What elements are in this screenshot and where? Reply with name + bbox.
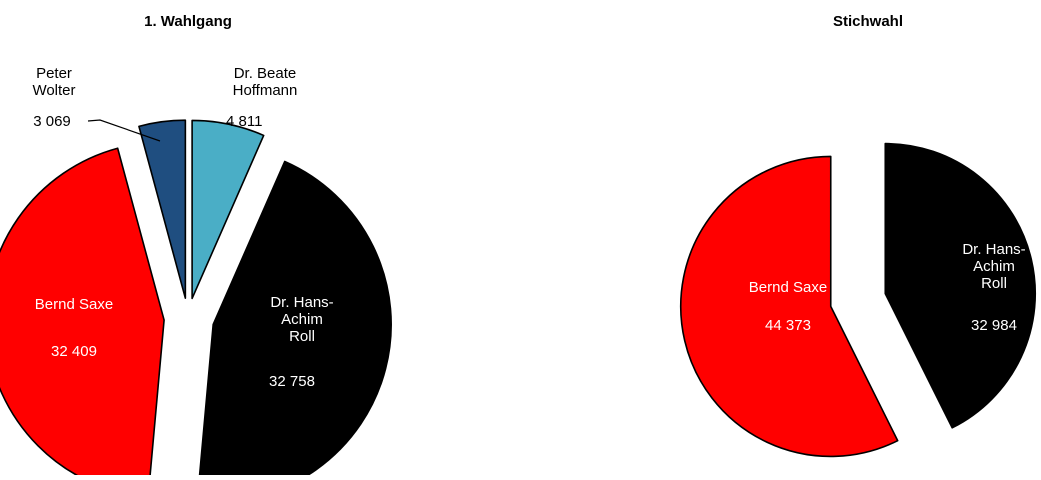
slice-label-line: Roll (289, 328, 315, 345)
pie-slice-dr-beate-hoffmann (191, 119, 265, 300)
slice-label-dr-hans-achim-roll: Dr. Hans-Achim Roll (962, 241, 1025, 292)
slice-label-line: Achim (973, 258, 1015, 275)
slice-label-line: Dr. Hans- (962, 241, 1025, 258)
slice-label-line: Peter (36, 65, 72, 82)
leader-line-peter-wolter (87, 119, 161, 142)
slice-label-peter-wolter: Peter Wolter (32, 65, 75, 99)
slice-label-dr-beate-hoffmann: Dr. Beate Hoffmann (233, 65, 298, 99)
chart-title-1-wahlgang: 1. Wahlgang (144, 13, 232, 30)
slice-value-dr-hans-achim-roll: 32 758 (269, 373, 315, 390)
pie-slice-bernd-saxe (679, 155, 899, 458)
slice-value-dr-hans-achim-roll: 32 984 (971, 317, 1017, 334)
pie-slice-dr-hans-achim-roll (884, 142, 1036, 429)
slice-label-line: Bernd Saxe (749, 279, 827, 296)
pie-slice-peter-wolter (138, 119, 187, 299)
slice-label-line: Achim (281, 311, 323, 328)
slice-label-line: Roll (981, 275, 1007, 292)
pie-chart-stichwahl: Dr. Hans-Achim Roll 32 984 Bernd Saxe 44 373 (679, 142, 1036, 458)
chart-title-stichwahl: Stichwahl (833, 13, 903, 30)
slice-label-line: Wolter (32, 82, 75, 99)
slice-label-bernd-saxe: Bernd Saxe (35, 296, 113, 313)
pie-slice-dr-hans-achim-roll (198, 160, 392, 480)
slice-value-bernd-saxe: 32 409 (51, 343, 97, 360)
slice-value-peter-wolter: 3 069 (33, 113, 71, 130)
pie-chart-1-wahlgang: Dr. Beate Hoffmann 4 811 Dr. Hans-Achim Roll… (0, 65, 392, 480)
slice-label-dr-hans-achim-roll: Dr. Hans-Achim Roll (270, 294, 333, 345)
slice-label-bernd-saxe: Bernd Saxe (749, 279, 827, 296)
slice-value-bernd-saxe: 44 373 (765, 317, 811, 334)
slice-label-line: Dr. Beate (234, 65, 297, 82)
slice-label-line: Bernd Saxe (35, 296, 113, 313)
slice-label-line: Hoffmann (233, 82, 298, 99)
slice-label-line: Dr. Hans- (270, 294, 333, 311)
slice-value-dr-beate-hoffmann: 4 811 (226, 113, 262, 130)
